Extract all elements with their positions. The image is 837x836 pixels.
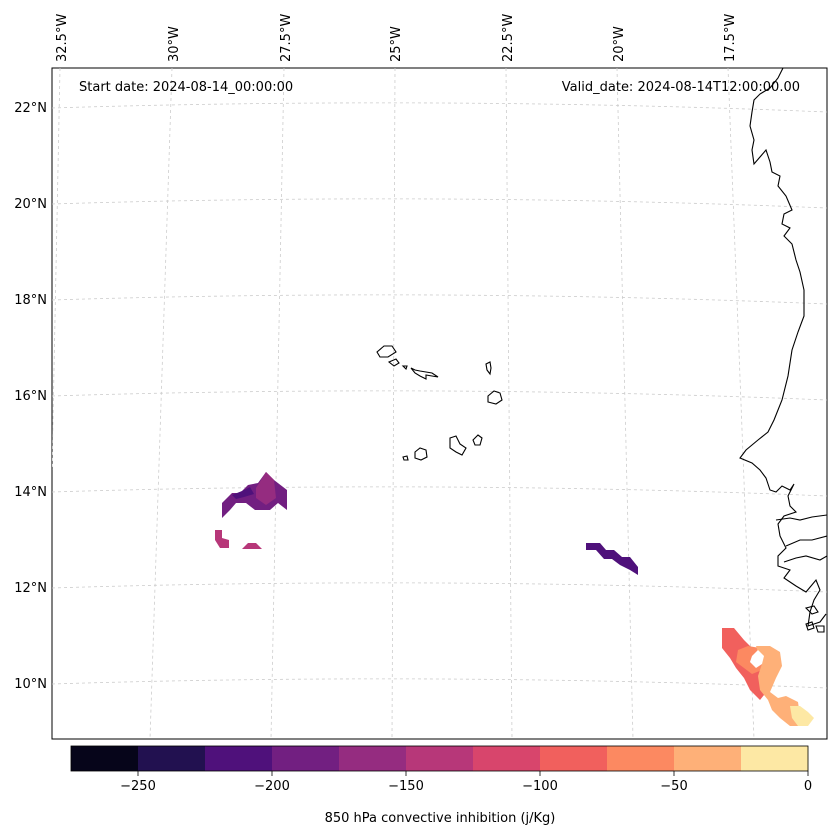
lon-label: 27.5°W [279,14,294,62]
lon-gridline [149,68,173,739]
lat-label: 22°N [14,101,47,116]
colorbar-border [70,745,809,772]
colorbar-segment [540,746,608,771]
left-lat-labels: 22°N 20°N 18°N 16°N 14°N 12°N 10°N [14,101,47,692]
coastlines [376,68,827,633]
lon-gridline [505,68,513,739]
lon-label: 17.5°W [723,14,738,62]
colorbar-segment [339,746,407,771]
colorbar-segment [406,746,474,771]
lat-gridline [52,678,827,689]
lat-label: 20°N [14,197,47,212]
colorbar-segment [674,746,742,771]
africa-coastline [739,68,827,627]
colorbar-segment [741,746,809,771]
lat-gridline [52,582,827,593]
bissagos-islands [804,605,819,615]
island-santa-luzia [401,365,408,371]
cin-patch-se-hole [750,650,764,668]
lat-label: 10°N [14,677,47,692]
cin-patch-west-small-2 [242,543,262,549]
lat-label: 16°N [14,389,47,404]
colorbar-segment [607,746,675,771]
lon-label: 30°W [167,26,182,62]
lat-label: 18°N [14,293,47,308]
cin-patch-central-streak [586,543,638,575]
colorbar-tick-label: −150 [388,779,424,794]
island-sao-nicolau [410,367,439,380]
colorbar-tick-label: −50 [660,779,687,794]
lon-label: 22.5°W [501,14,516,62]
lon-gridline [52,68,61,471]
cin-patch-se-lightest [790,706,814,726]
lon-gridline [391,68,396,739]
lon-gridline [270,68,285,739]
bissagos-islands [815,625,825,633]
cin-patch-west-small-1 [215,530,229,548]
map-frame [51,67,828,740]
africa-coastline-detail [783,555,827,563]
colorbar-tick-label: 0 [804,779,812,794]
cin-patch-west-edge [232,487,254,499]
lat-gridline [52,486,827,497]
lat-gridline [52,294,827,305]
cin-field [215,472,814,726]
lon-label: 32.5°W [55,14,70,62]
lat-gridline [52,390,827,401]
lat-gridline [52,198,827,209]
colorbar-segment [138,746,206,771]
island-brava [402,455,409,461]
africa-coastline-detail [785,535,827,547]
colorbar-segment [473,746,541,771]
island-sal [485,361,492,376]
colorbar-tick-label: −250 [120,779,156,794]
colorbar-tick-label: −100 [522,779,558,794]
lon-label: 25°W [389,26,404,62]
valid-date-label: Valid_date: 2024-08-14T12:00:00.00 [562,80,800,95]
graticule-lines [52,68,827,739]
top-lon-labels: 32.5°W 30°W 27.5°W 25°W 22.5°W 20°W 17.5… [55,14,738,62]
lat-gridline [52,102,827,113]
bissagos-islands [805,621,815,631]
island-santo-antao [376,345,397,358]
island-sao-vicente [387,358,400,367]
lon-gridline [727,68,755,739]
cin-patch-west-core [256,472,276,505]
start-date-label: Start date: 2024-08-14_00:00:00 [79,80,293,95]
colorbar-segment [272,746,340,771]
colorbar-segment [205,746,273,771]
colorbar-tick-label: −200 [254,779,290,794]
africa-coastline-detail [775,514,827,521]
colorbar: −250 −200 −150 −100 −50 0 [70,745,812,794]
lat-label: 14°N [14,485,47,500]
lon-label: 20°W [612,26,627,62]
colorbar-label: 850 hPa convective inhibition (j/Kg) [325,811,556,826]
lon-gridline [616,68,634,739]
island-santiago [449,435,467,456]
lat-label: 12°N [14,581,47,596]
colorbar-segment [71,746,139,771]
island-maio [472,434,483,446]
island-fogo [414,447,428,461]
island-boa-vista [487,390,503,405]
